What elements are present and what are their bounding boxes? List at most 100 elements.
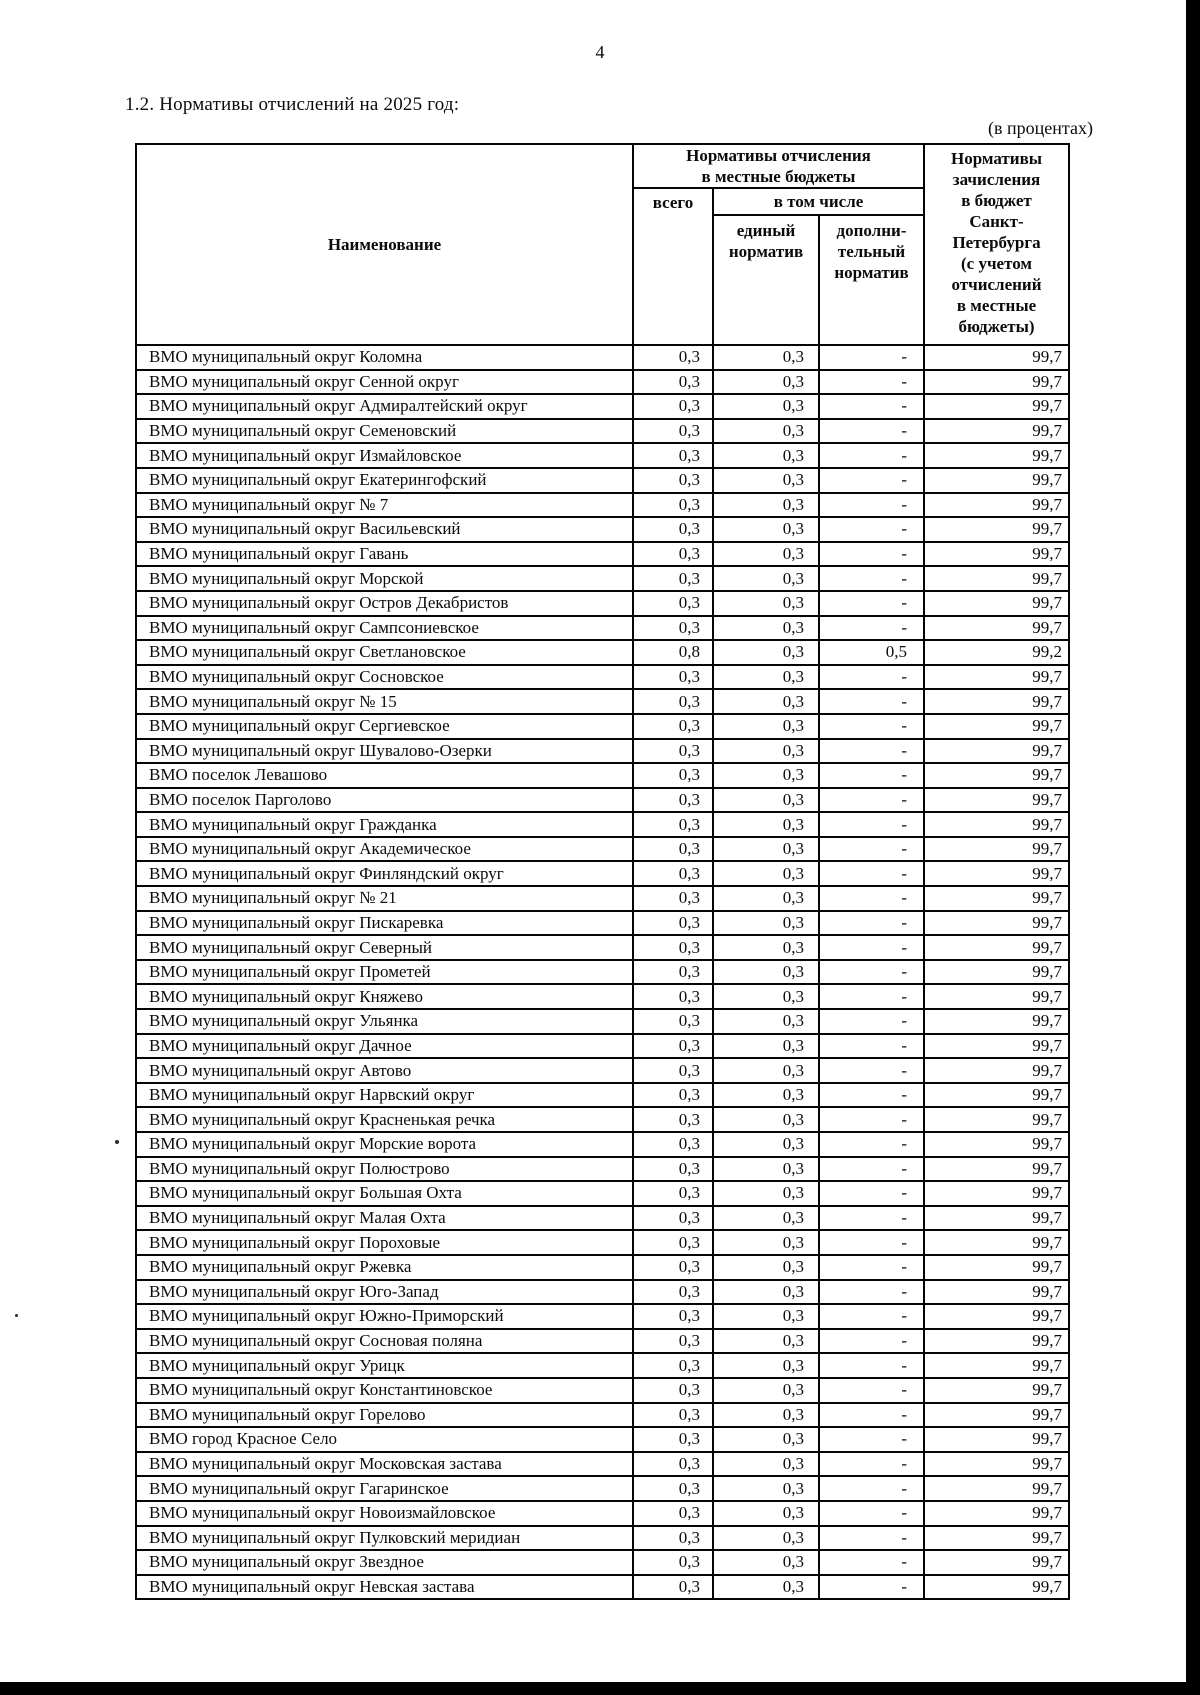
row-name-cell: ВМО муниципальный округ Пискаревка: [135, 909, 634, 937]
row-name-cell: ВМО муниципальный округ Сосновая поляна: [135, 1327, 634, 1355]
row-single-norm-cell: 0,3: [712, 1327, 820, 1355]
row-single-norm-cell: 0,3: [712, 688, 820, 715]
row-total-cell: 0,3: [632, 516, 714, 543]
row-spb-cell: 99,7: [923, 1278, 1071, 1306]
row-name-cell: ВМО муниципальный округ Пороховые: [135, 1229, 634, 1256]
row-name-cell: ВМО муниципальный округ Сенной округ: [135, 368, 634, 396]
row-total-cell: 0,3: [632, 811, 714, 838]
table-row: ВМО муниципальный округ Сергиевское 0,3 0,…: [135, 712, 1071, 740]
table-row: ВМО муниципальный округ Ржевка 0,3 0,3-99,…: [135, 1253, 1071, 1281]
row-total-cell: 0,3: [632, 1057, 714, 1084]
table-row: ВМО муниципальный округ № 7 0,3 0,3-99,7: [135, 491, 1071, 519]
row-name-cell: ВМО муниципальный округ № 21: [135, 885, 634, 912]
row-spb-cell: 99,7: [923, 442, 1071, 469]
row-total-cell: 0,3: [632, 368, 714, 396]
row-additional-norm-cell: -: [817, 958, 926, 986]
row-spb-cell: 99,7: [923, 983, 1071, 1011]
row-total-cell: 0,3: [632, 1499, 714, 1527]
row-total-cell: 0,3: [632, 1327, 714, 1355]
table-row: ВМО муниципальный округ Шувалово-Озерки 0…: [135, 737, 1071, 765]
row-additional-norm-cell: -: [817, 1524, 926, 1552]
row-additional-norm-cell: -: [817, 1475, 926, 1502]
single-norm-header-cell: единый норматив: [712, 214, 820, 346]
table-row: ВМО муниципальный округ Васильевский 0,3 0…: [135, 516, 1071, 543]
table-row: ВМО муниципальный округ Автово 0,3 0,3-99,…: [135, 1057, 1071, 1084]
row-additional-norm-cell: -: [817, 344, 926, 371]
row-single-norm-cell: 0,3: [712, 491, 820, 519]
row-additional-norm-cell: -: [817, 614, 926, 642]
row-total-cell: 0,3: [632, 1204, 714, 1232]
row-total-cell: 0,3: [632, 885, 714, 912]
row-single-norm-cell: 0,3: [712, 466, 820, 494]
row-spb-cell: 99,7: [923, 393, 1071, 420]
row-spb-cell: 99,7: [923, 344, 1071, 371]
table-row: ВМО муниципальный округ Константиновское…: [135, 1376, 1071, 1404]
name-header-cell: Наименование: [135, 143, 634, 346]
row-single-norm-cell: 0,3: [712, 639, 820, 666]
table-row: ВМО муниципальный округ Екатерингофский 0…: [135, 466, 1071, 494]
row-additional-norm-cell: -: [817, 663, 926, 691]
row-additional-norm-cell: -: [817, 1180, 926, 1207]
row-additional-norm-cell: -: [817, 1376, 926, 1404]
row-name-cell: ВМО муниципальный округ Звездное: [135, 1549, 634, 1576]
row-total-cell: 0,3: [632, 712, 714, 740]
row-single-norm-cell: 0,3: [712, 1376, 820, 1404]
row-spb-cell: 99,7: [923, 516, 1071, 543]
row-name-cell: ВМО муниципальный округ Нарвский округ: [135, 1081, 634, 1109]
row-name-cell: ВМО муниципальный округ Южно-Приморский: [135, 1303, 634, 1330]
row-single-norm-cell: 0,3: [712, 835, 820, 863]
row-single-norm-cell: 0,3: [712, 1303, 820, 1330]
row-spb-cell: 99,7: [923, 786, 1071, 814]
row-single-norm-cell: 0,3: [712, 1131, 820, 1158]
table-row: ВМО муниципальный округ Невская застава 0…: [135, 1573, 1071, 1601]
table-row: ВМО муниципальный округ Семеновский 0,3 0,…: [135, 417, 1071, 445]
row-additional-norm-cell: -: [817, 565, 926, 592]
table-row: ВМО город Красное Село 0,3 0,3-99,7: [135, 1426, 1071, 1453]
row-additional-norm-cell: -: [817, 1106, 926, 1133]
row-single-norm-cell: 0,3: [712, 1499, 820, 1527]
row-spb-cell: 99,7: [923, 589, 1071, 617]
table-row: ВМО муниципальный округ Нарвский округ 0,…: [135, 1081, 1071, 1109]
row-spb-cell: 99,7: [923, 417, 1071, 445]
row-name-cell: ВМО муниципальный округ Адмиралтейский о…: [135, 393, 634, 420]
row-total-cell: 0,3: [632, 442, 714, 469]
norms-table-body: ВМО муниципальный округ Коломна 0,3 0,3-99…: [135, 344, 1071, 1601]
row-additional-norm-cell: -: [817, 1303, 926, 1330]
row-additional-norm-cell: -: [817, 589, 926, 617]
row-total-cell: 0,3: [632, 934, 714, 961]
table-row: ВМО муниципальный округ Пороховые 0,3 0,3-…: [135, 1229, 1071, 1256]
row-name-cell: ВМО муниципальный округ Автово: [135, 1057, 634, 1084]
row-name-cell: ВМО муниципальный округ Дачное: [135, 1032, 634, 1060]
row-spb-cell: 99,7: [923, 737, 1071, 765]
row-name-cell: ВМО муниципальный округ Гражданка: [135, 811, 634, 838]
table-row: ВМО муниципальный округ Урицк 0,3 0,3-99,7: [135, 1352, 1071, 1379]
table-row: ВМО муниципальный округ Пискаревка 0,3 0,3…: [135, 909, 1071, 937]
row-name-cell: ВМО муниципальный округ № 15: [135, 688, 634, 715]
row-name-cell: ВМО муниципальный округ № 7: [135, 491, 634, 519]
row-total-cell: 0,3: [632, 1008, 714, 1035]
row-total-cell: 0,3: [632, 1253, 714, 1281]
row-total-cell: 0,3: [632, 344, 714, 371]
section-heading: 1.2. Нормативы отчислений на 2025 год:: [125, 94, 460, 115]
table-row: ВМО муниципальный округ Княжево 0,3 0,3-99…: [135, 983, 1071, 1011]
row-name-cell: ВМО муниципальный округ Остров Декабрист…: [135, 589, 634, 617]
table-row: ВМО муниципальный округ Сосновское 0,3 0,3…: [135, 663, 1071, 691]
row-total-cell: 0,3: [632, 1401, 714, 1429]
row-additional-norm-cell: -: [817, 393, 926, 420]
row-total-cell: 0,3: [632, 540, 714, 568]
row-name-cell: ВМО муниципальный округ Академическое: [135, 835, 634, 863]
row-spb-cell: 99,7: [923, 1426, 1071, 1453]
row-additional-norm-cell: -: [817, 442, 926, 469]
row-additional-norm-cell: -: [817, 786, 926, 814]
table-row: ВМО поселок Парголово 0,3 0,3-99,7: [135, 786, 1071, 814]
row-spb-cell: 99,7: [923, 1131, 1071, 1158]
row-spb-cell: 99,7: [923, 1475, 1071, 1502]
table-row: ВМО муниципальный округ Гагаринское 0,3 0,…: [135, 1475, 1071, 1502]
row-additional-norm-cell: -: [817, 1032, 926, 1060]
table-row: ВМО муниципальный округ Остров Декабрист…: [135, 589, 1071, 617]
row-single-norm-cell: 0,3: [712, 958, 820, 986]
row-single-norm-cell: 0,3: [712, 368, 820, 396]
row-additional-norm-cell: -: [817, 762, 926, 789]
row-additional-norm-cell: -: [817, 368, 926, 396]
row-total-cell: 0,3: [632, 1155, 714, 1183]
